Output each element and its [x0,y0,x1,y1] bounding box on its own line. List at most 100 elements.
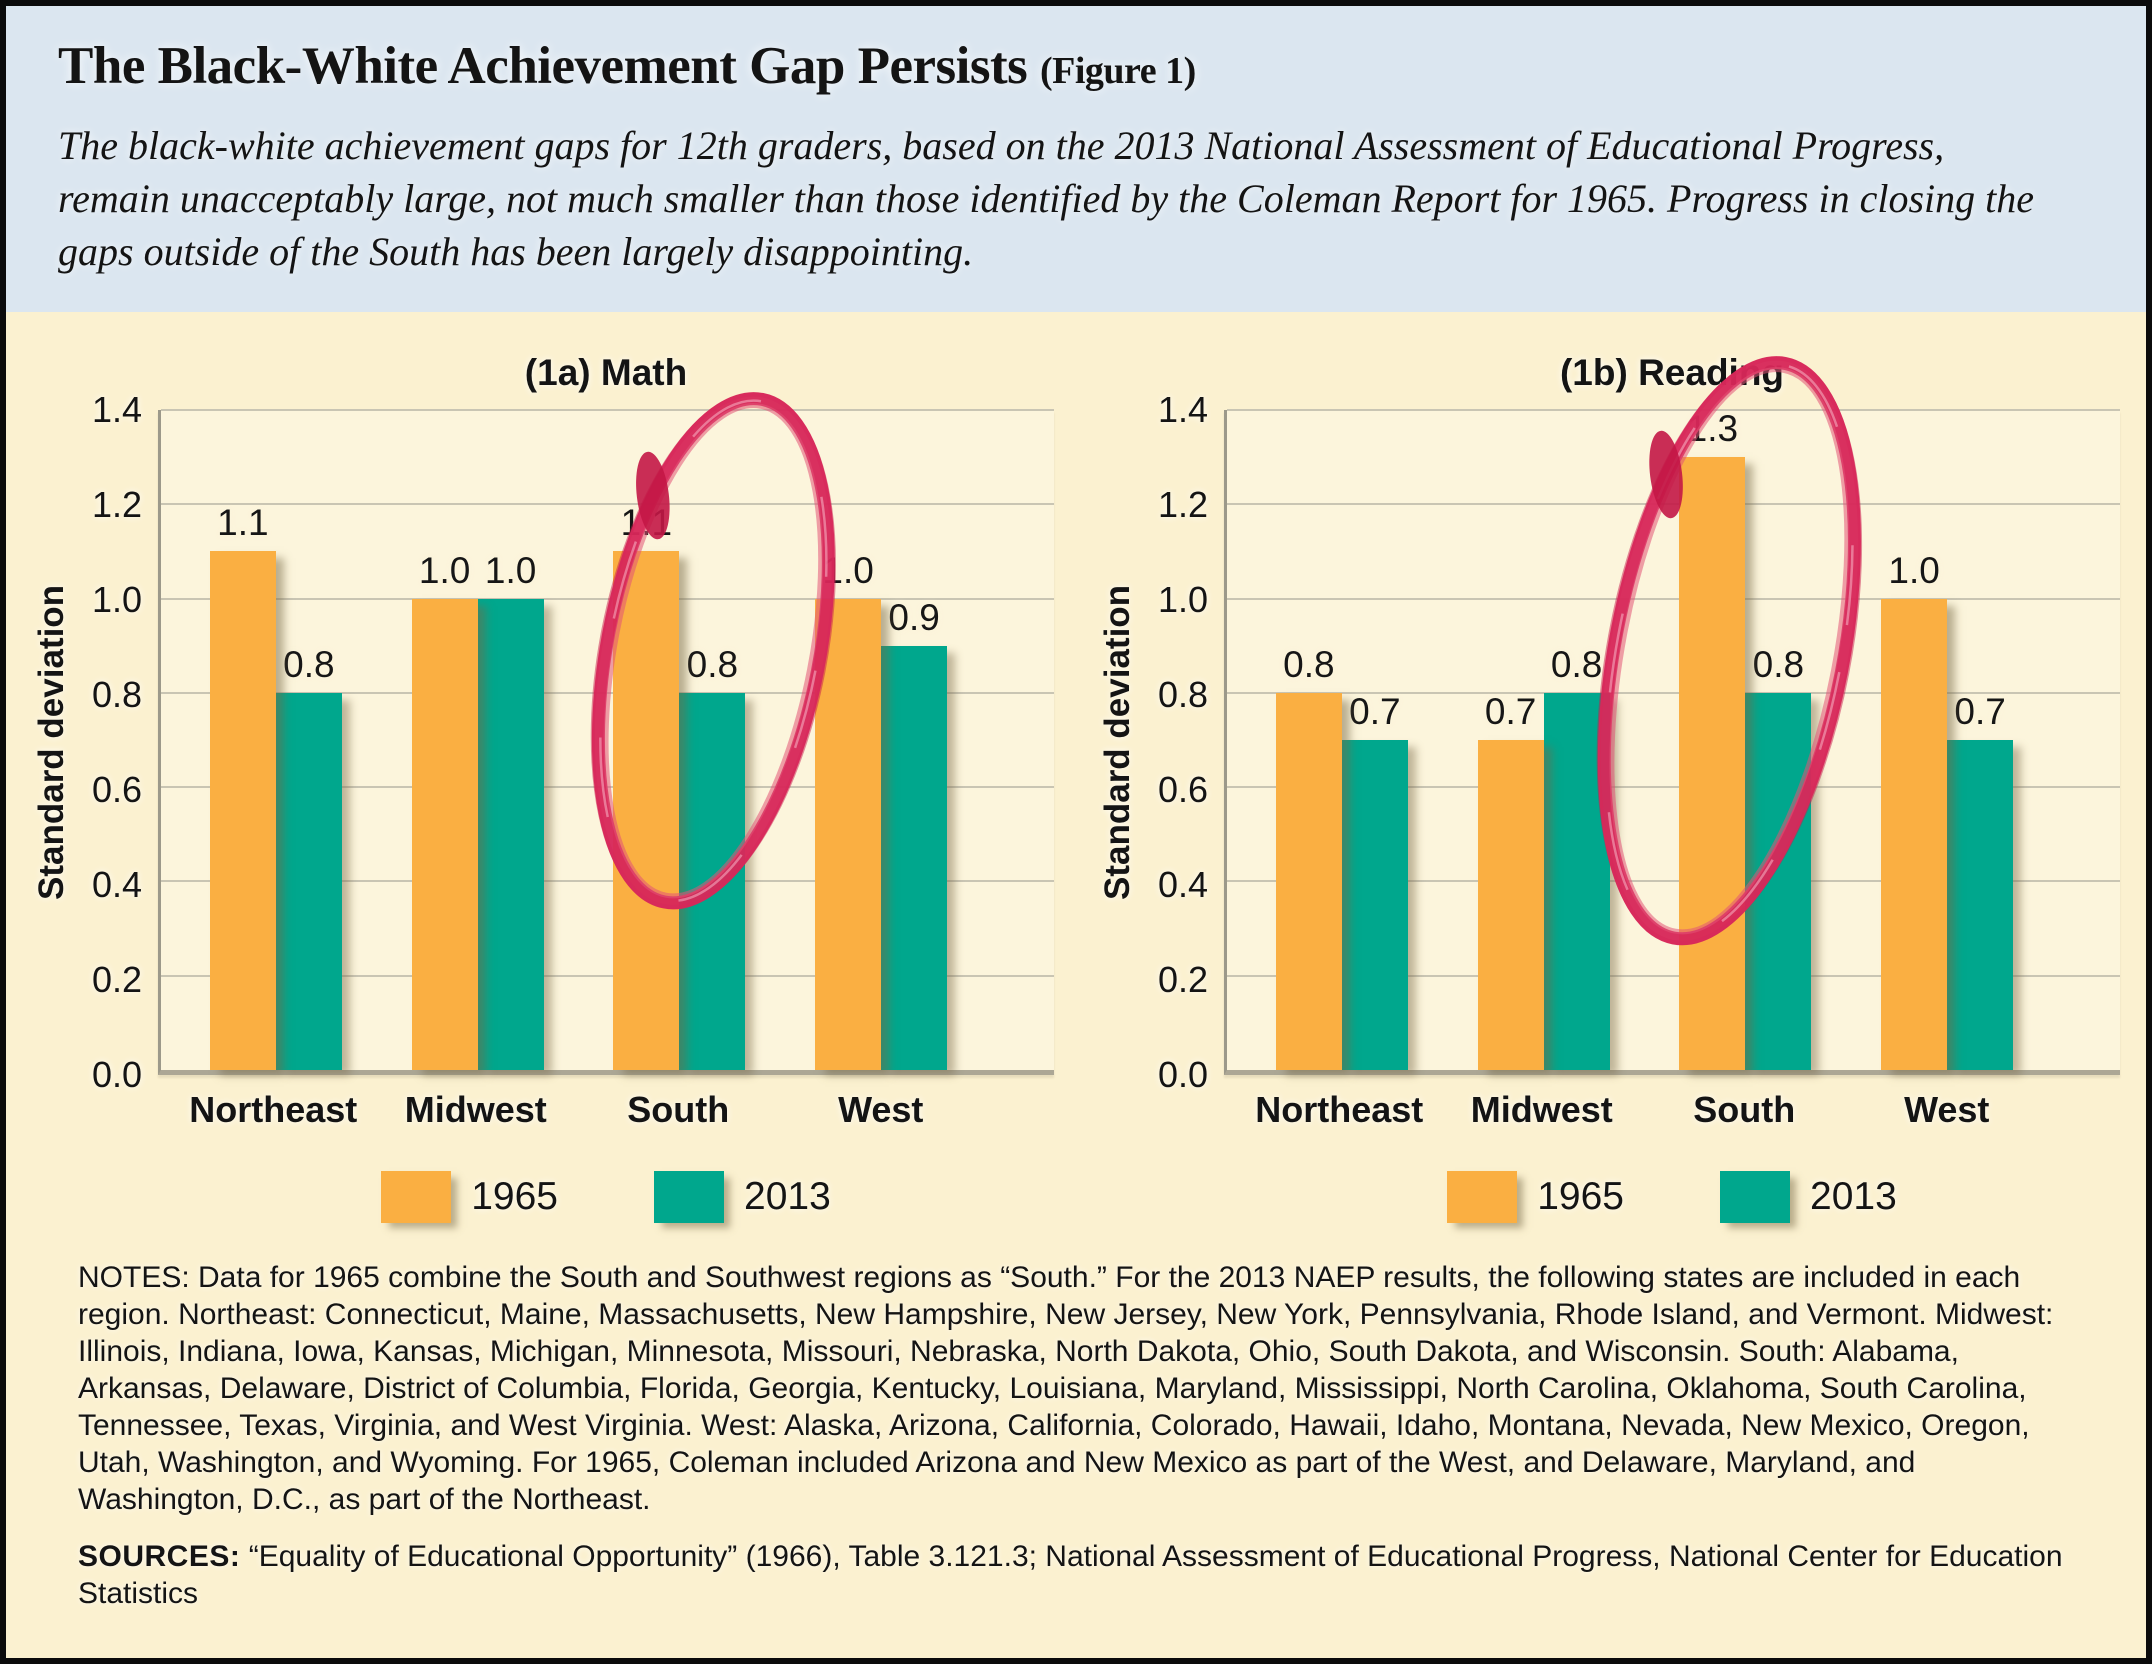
bar-1965-northeast: 1.1 [209,502,276,1070]
figure-subtitle: The black-white achievement gaps for 12t… [58,123,2035,274]
reading-x-axis-labels: Northeast Midwest South West [1224,1075,2120,1131]
bar-value-label: 1.0 [1888,549,1940,591]
y-tick-label-1.0: 1.0 [1157,579,1208,620]
reading-chart-panel: (1b) Reading Standard deviation 0.0 0.2 0.… [1098,352,2120,1223]
x-label-south: South [627,1089,730,1130]
notes-text: NOTES: Data for 1965 combine the South a… [78,1261,2054,1516]
sources-text: SOURCES: “Equality of Educational Opport… [78,1538,2082,1612]
x-label-midwest: Midwest [404,1089,547,1130]
reading-legend: 1965 2013 [1224,1171,2120,1223]
bar-group-west: 1.0 0.9 [780,410,982,1070]
legend-item-2013: 2013 [654,1171,831,1223]
bar-value-label: 1.0 [484,549,537,591]
bar-value-label: 0.8 [686,643,739,685]
bar-value-label: 1.1 [620,502,673,544]
reading-y-axis-ticks: 0.0 0.2 0.4 0.6 0.8 1.0 1.2 1.4 [1146,389,1224,1095]
bar-group-midwest: 0.7 0.8 [1443,410,1645,1070]
y-tick-label-0.2: 0.2 [1157,959,1208,1001]
y-tick-label-0.6: 0.6 [1157,769,1208,810]
y-tick-label-1.4: 1.4 [1157,389,1208,430]
legend-item-1965: 1965 [381,1171,558,1223]
x-label-west: West [838,1089,924,1130]
math-chart-area: Standard deviation 0.0 0.2 0.4 0.6 0.8 1.0 1.2… [32,389,1054,1095]
y-tick-label-0.4: 0.4 [1157,864,1208,906]
y-tick-label-1.0: 1.0 [91,579,142,620]
y-tick-label-0.2: 0.2 [91,959,142,1001]
figure-title: The Black-White Achievement Gap Persists… [58,36,2094,96]
legend-label-2013: 2013 [744,1175,831,1218]
bar-1965-midwest: 0.7 [1477,691,1544,1070]
math-y-axis-ticks: 0.0 0.2 0.4 0.6 0.8 1.0 1.2 1.4 [80,389,158,1095]
bar-2013-northeast: 0.8 [275,644,342,1070]
bar-value-label: 0.9 [888,596,940,638]
legend-label-1965: 1965 [471,1175,558,1218]
bar-value-label: 0.7 [1954,691,2006,732]
legend-swatch-1965 [381,1171,452,1223]
bar-1965-west: 1.0 [1881,550,1948,1070]
figure-title-text: The Black-White Achievement Gap Persists [58,37,1028,95]
bar-1965-midwest: 1.0 [411,550,478,1070]
charts-row: (1a) Math Standard deviation 0.0 0.2 0.4 0.… [6,352,2146,1223]
legend-label-2013: 2013 [1810,1175,1897,1218]
bar-value-label: 0.7 [1484,691,1537,732]
bar-1965-south: 1.1 [613,502,680,1070]
bar-group-midwest: 1.0 1.0 [377,410,579,1070]
x-label-west: West [1904,1089,1990,1130]
bar-group-south: 1.3 0.8 [1645,408,1847,1070]
legend-swatch-1965 [1447,1171,1518,1223]
bar-2013-west: 0.7 [1947,691,2014,1070]
bar-value-label: 1.0 [822,549,874,591]
bar-2013-south: 0.8 [679,644,746,1070]
legend-item-1965: 1965 [1447,1171,1624,1223]
math-chart-title: (1a) Math [524,352,688,393]
bar-pair-midwest: 0.7 0.8 [1477,410,1610,1070]
math-chart-panel: (1a) Math Standard deviation 0.0 0.2 0.4 0.… [32,352,1054,1223]
y-tick-label-0.8: 0.8 [1157,674,1208,716]
figure-number-tag: (Figure 1) [1040,50,1196,92]
bar-pair-midwest: 1.0 1.0 [411,410,544,1070]
bar-groups: 0.8 0.7 0.7 0.8 1.3 0.8 1.0 0.7 [1227,408,2120,1070]
reading-plot-area: 0.8 0.7 0.7 0.8 1.3 0.8 1.0 0.7 [1224,356,2120,1075]
bar-value-label: 1.0 [418,549,471,591]
bar-value-label: 1.1 [217,502,269,544]
bar-value-label: 0.8 [1550,643,1603,685]
y-tick-label-0.4: 0.4 [91,864,142,906]
bar-group-northeast: 1.1 0.8 [175,410,377,1070]
y-tick-label-1.2: 1.2 [1157,484,1208,525]
bar-1965-northeast: 0.8 [1275,644,1342,1070]
gridline-0.2 [1227,974,2120,977]
math-legend: 1965 2013 [158,1171,1054,1223]
gridline-0.2 [161,974,1054,977]
math-plot-area: 1.1 0.8 1.0 1.0 1.1 0.8 1.0 0.9 [158,392,1054,1075]
figure-body: (1a) Math Standard deviation 0.0 0.2 0.4 0.… [6,312,2146,1658]
bar-pair-south: 1.3 0.8 [1679,408,1812,1070]
bar-group-south: 1.1 0.8 [579,410,781,1070]
y-tick-label-0.8: 0.8 [91,674,142,716]
bar-1965-south: 1.3 [1679,408,1746,1070]
legend-swatch-2013 [1720,1171,1790,1223]
y-tick-label-0.0: 0.0 [1157,1054,1208,1095]
math-x-axis-labels: Northeast Midwest South West [158,1075,1054,1131]
bar-pair-northeast: 0.8 0.7 [1275,410,1408,1070]
y-tick-label-0.0: 0.0 [91,1054,142,1095]
y-tick-label-1.2: 1.2 [91,484,142,525]
reading-chart-title: (1b) Reading [1559,352,1785,393]
legend-item-2013: 2013 [1720,1171,1897,1223]
bar-pair-northeast: 1.1 0.8 [209,410,342,1070]
y-tick-label-1.4: 1.4 [91,389,142,430]
x-label-south: South [1693,1089,1796,1130]
bar-2013-midwest: 0.8 [1543,644,1610,1070]
x-label-midwest: Midwest [1470,1089,1613,1130]
bar-2013-midwest: 1.0 [477,550,544,1070]
bar-groups: 1.1 0.8 1.0 1.0 1.1 0.8 1.0 0.9 [161,410,1054,1070]
legend-label-1965: 1965 [1537,1175,1624,1218]
x-label-northeast: Northeast [189,1089,358,1130]
sources-body: “Equality of Educational Opportunity” (1… [78,1540,2063,1610]
bar-pair-west: 1.0 0.7 [1881,410,2014,1070]
bar-pair-west: 1.0 0.9 [815,410,948,1070]
bar-2013-northeast: 0.7 [1341,691,1408,1070]
sources-label: SOURCES: [78,1540,241,1573]
bar-pair-south: 1.1 0.8 [613,410,746,1070]
bar-value-label: 0.7 [1349,691,1401,732]
